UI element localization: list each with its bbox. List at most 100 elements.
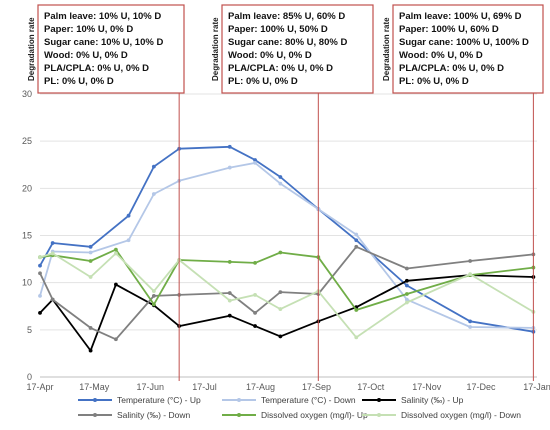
x-tick-label: 17-Apr — [26, 382, 53, 392]
y-tick-label: 25 — [22, 136, 32, 146]
annotation-line: PL: 0% U, 0% D — [399, 76, 469, 87]
data-point — [114, 282, 118, 287]
x-tick-label: 17-Nov — [412, 382, 442, 392]
annotation-line: Palm leave: 10% U, 10% D — [44, 11, 161, 22]
data-point — [38, 293, 42, 298]
data-point — [88, 326, 93, 330]
data-point — [151, 302, 156, 307]
y-tick-label: 10 — [22, 278, 32, 288]
data-point — [88, 275, 93, 279]
annotation-label: Degradation rate — [27, 17, 36, 81]
x-tick-label: 17-May — [79, 382, 110, 392]
annotation-box — [37, 4, 185, 94]
annotation-line: Paper: 10% U, 0% D — [44, 24, 133, 35]
legend-marker — [93, 413, 97, 417]
x-tick-label: 17-Oct — [357, 382, 385, 392]
annotation-line: Paper: 100% U, 50% D — [228, 24, 328, 35]
annotation-label: Degradation rate — [382, 17, 391, 81]
x-tick-label: 17-Aug — [246, 382, 275, 392]
data-point — [227, 313, 232, 318]
x-tick-label: 17-Dec — [466, 382, 496, 392]
annotation-line: Wood: 0% U, 0% D — [399, 50, 483, 61]
y-tick-label: 5 — [27, 325, 32, 335]
y-tick-label: 20 — [22, 183, 32, 193]
annotation-line: PLA/CPLA: 0% U, 0% D — [228, 63, 333, 74]
data-point — [227, 298, 232, 303]
legend-label: Dissolved oxygen (mg/l)- Up — [261, 410, 368, 420]
annotation-line: Paper: 100% U, 60% D — [399, 24, 499, 35]
y-tick-label: 0 — [27, 372, 32, 382]
data-point — [126, 238, 131, 243]
data-point — [278, 307, 283, 311]
x-tick-label: 17-Jan — [523, 382, 550, 392]
series-line-5 — [39, 252, 534, 339]
data-point — [468, 325, 473, 329]
data-point — [151, 289, 156, 294]
legend-marker — [237, 413, 241, 417]
annotation-line: PL: 0% U, 0% D — [44, 76, 114, 87]
annotation-line: Sugar cane: 100% U, 100% D — [399, 37, 529, 48]
data-point — [278, 334, 283, 339]
data-point — [38, 263, 42, 268]
data-point — [253, 160, 257, 165]
legend-label: Temperature (°C) - Down — [261, 395, 356, 405]
data-point — [404, 300, 409, 305]
series-line-3 — [39, 245, 534, 341]
data-point — [404, 266, 409, 271]
data-point — [404, 292, 409, 296]
annotation-box — [221, 4, 374, 94]
annotation-box — [392, 4, 544, 94]
data-point — [151, 164, 156, 169]
data-point — [278, 175, 283, 179]
legend-label: Salinity (‰) - Up — [401, 395, 464, 405]
y-tick-label: 15 — [22, 231, 32, 241]
data-point — [404, 278, 409, 283]
series-line-2 — [39, 274, 534, 352]
data-point — [227, 144, 232, 149]
data-point — [253, 260, 257, 265]
data-point — [468, 319, 473, 324]
series-line-0 — [39, 145, 534, 333]
x-tick-label: 17-Jul — [192, 382, 217, 392]
legend-label: Temperature (°C) - Up — [117, 395, 201, 405]
data-point — [354, 308, 359, 312]
data-point — [50, 251, 55, 256]
data-point — [227, 260, 232, 264]
data-point — [114, 247, 118, 252]
annotation-line: PLA/CPLA: 0% U, 0% D — [399, 63, 504, 74]
data-point — [38, 310, 42, 315]
annotation-line: Palm leave: 85% U, 60% D — [228, 11, 345, 22]
data-point — [354, 244, 359, 249]
data-point — [88, 259, 93, 263]
data-point — [126, 213, 131, 218]
data-point — [114, 251, 118, 256]
data-point — [38, 255, 42, 260]
data-point — [278, 250, 283, 255]
data-point — [354, 335, 359, 340]
data-point — [354, 232, 359, 237]
data-point — [253, 158, 257, 162]
legend-marker — [377, 398, 381, 402]
data-point — [468, 259, 473, 263]
legend-marker — [377, 413, 381, 417]
data-point — [88, 244, 93, 249]
legend-label: Dissolved oxygen (mg/l) - Down — [401, 410, 521, 420]
data-point — [151, 293, 156, 298]
annotation-line: PLA/CPLA: 0% U, 0% D — [44, 63, 149, 74]
data-point — [468, 272, 473, 277]
annotation-line: Palm leave: 100% U, 69% D — [399, 11, 522, 22]
data-point — [114, 337, 118, 342]
series-line-1 — [39, 161, 534, 329]
data-point — [278, 181, 283, 186]
legend-marker — [237, 398, 241, 402]
legend-label: Salinity (‰) - Down — [117, 410, 190, 420]
data-point — [253, 324, 257, 328]
data-point — [253, 310, 257, 315]
data-point — [151, 192, 156, 196]
data-point — [50, 297, 55, 302]
data-point — [88, 250, 93, 255]
data-point — [38, 271, 42, 276]
data-point — [50, 241, 55, 245]
data-point — [88, 348, 93, 353]
